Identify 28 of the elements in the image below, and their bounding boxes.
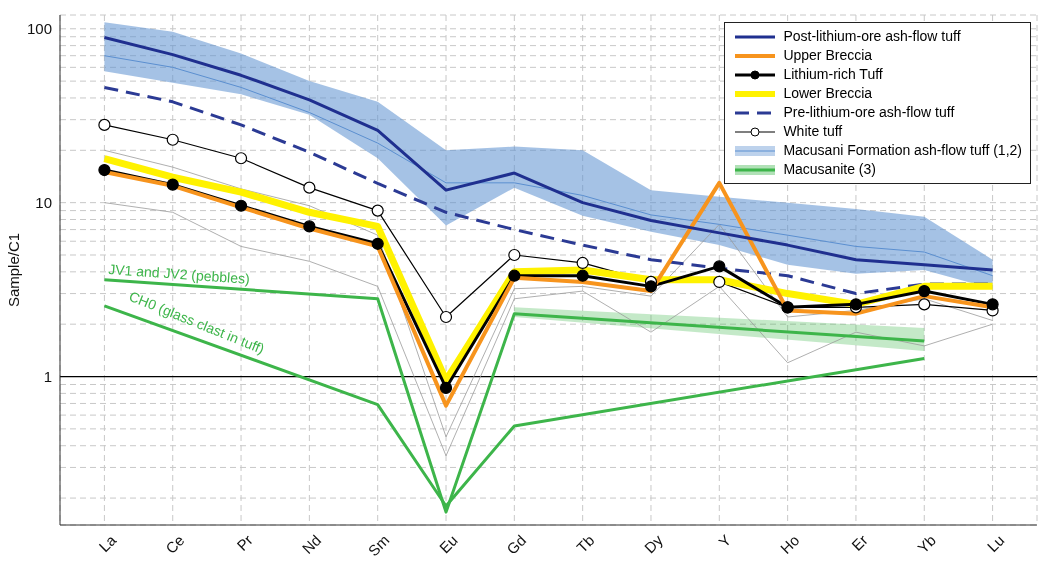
- y-tick-label: 100: [26, 20, 52, 38]
- annotation: JV1 and JV2 (pebbles): [107, 261, 251, 287]
- legend-label: Pre-lithium-ore ash-flow tuff: [783, 103, 955, 122]
- legend-label: Macusanite (3): [783, 160, 876, 179]
- legend-label: Upper Breccia: [783, 46, 873, 65]
- legend-label: Lithium-rich Tuff: [783, 65, 883, 84]
- legend-label: White tuff: [783, 122, 843, 141]
- x-tick-label: Ho: [776, 531, 803, 557]
- x-tick-label: Yb: [914, 531, 940, 557]
- x-tick-label: Ce: [161, 531, 188, 557]
- x-tick-label: Nd: [298, 531, 325, 557]
- legend-label: Macusani Formation ash-flow tuff (1,2): [783, 141, 1022, 160]
- y-axis-title: Sample/C1: [5, 232, 23, 308]
- y-tick-label: 10: [35, 193, 52, 211]
- x-tick-label: Dy: [640, 531, 667, 557]
- x-tick-label: La: [95, 530, 120, 556]
- annotation: CH0 (glass clast in tuff): [126, 287, 267, 357]
- x-tick-label: Tb: [573, 531, 598, 556]
- x-tick-label: Er: [848, 531, 871, 554]
- x-tick-label: Pr: [233, 531, 256, 554]
- x-tick-label: Lu: [983, 531, 1008, 556]
- x-tick-label: Eu: [435, 531, 461, 557]
- x-tick-label: Sm: [364, 531, 393, 560]
- x-tick-label: Gd: [503, 531, 530, 558]
- legend-label: Lower Breccia: [783, 84, 873, 103]
- legend-label: Post-lithium-ore ash-flow tuff: [783, 27, 961, 46]
- x-tick-label: Y: [715, 531, 735, 551]
- y-tick-label: 1: [43, 367, 52, 385]
